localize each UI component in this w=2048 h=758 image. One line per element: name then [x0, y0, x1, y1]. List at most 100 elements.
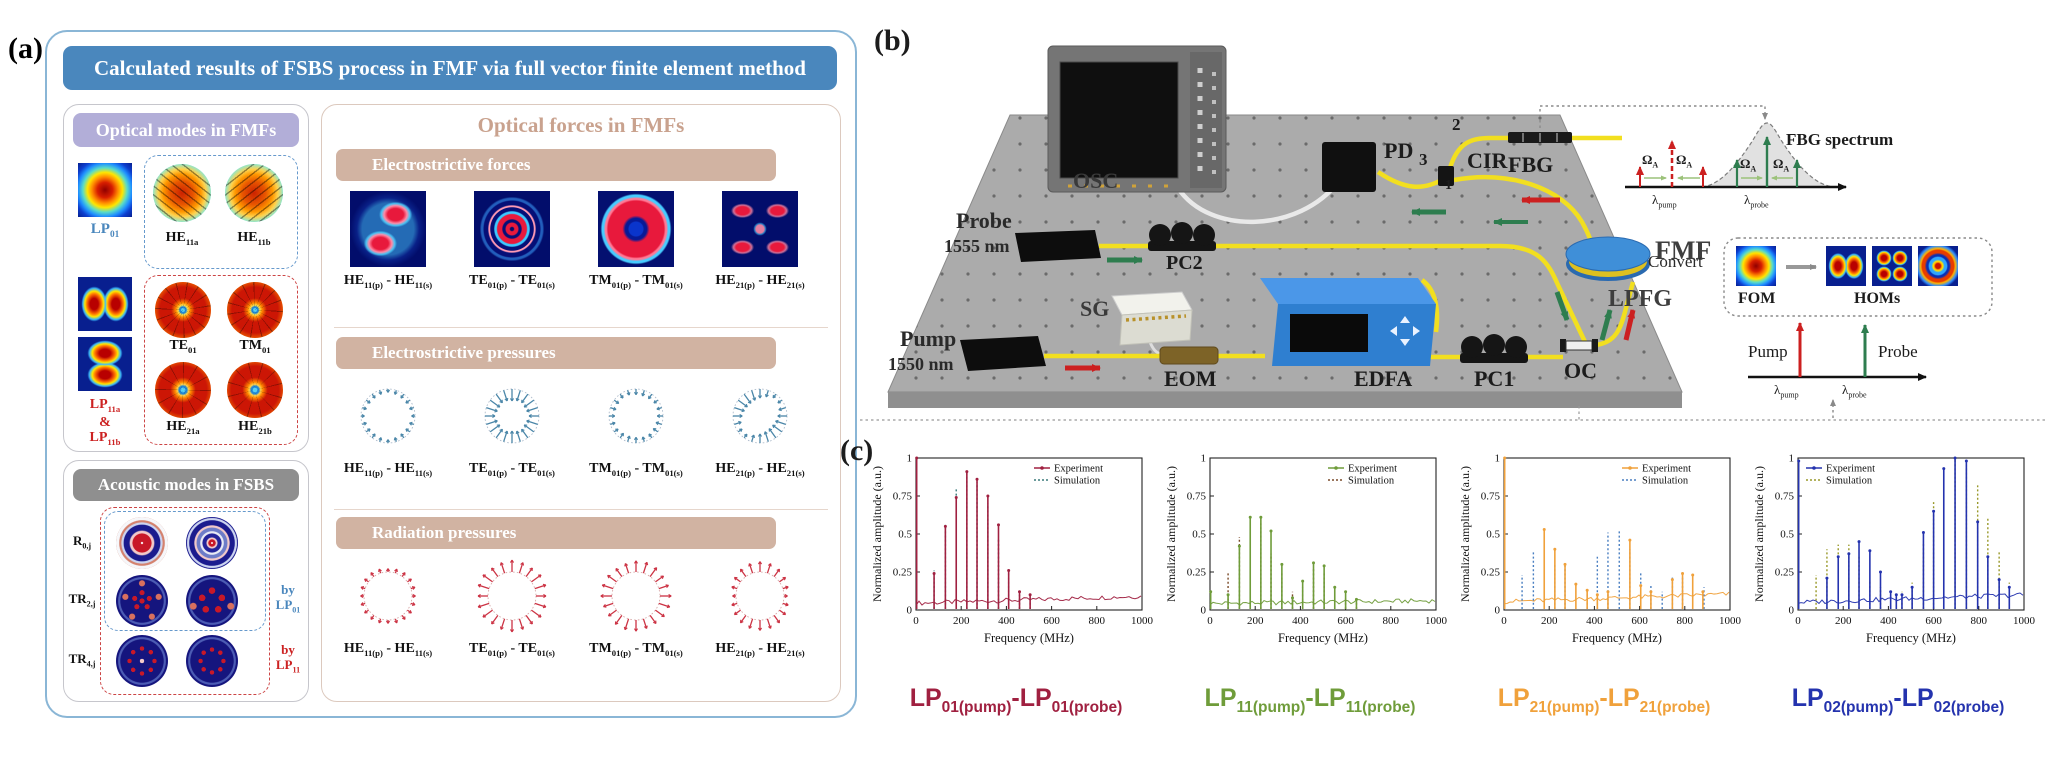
he11a-label: HE11a: [165, 230, 199, 247]
svg-text:1: 1: [907, 453, 913, 465]
spectrum-chart-lp21: 0 200 400 600 800 1000 0 0.25 0.5 0.75 1 Experiment…: [1458, 446, 1750, 756]
svg-text:400: 400: [1586, 615, 1603, 627]
svg-text:0: 0: [1795, 615, 1801, 627]
pump-arrow-label: Pump: [1748, 342, 1788, 361]
svg-text:Normalized amplitude (a.u.): Normalized amplitude (a.u.): [870, 466, 884, 602]
probe-label: Probe: [956, 208, 1012, 233]
omega-a-label: ΩA: [1642, 152, 1659, 170]
svg-text:0.75: 0.75: [1775, 491, 1795, 503]
pair-label: HE11(p) - HE11(s): [343, 641, 433, 658]
panel-c: (c) 0 200 400 600 800 1000 0 0.25 0.5 0.75 1 Experi…: [840, 430, 2048, 758]
edfa-label: EDFA: [1354, 366, 1413, 391]
es-force-image-he11: [350, 191, 426, 267]
he11b-label: HE11b: [237, 230, 271, 247]
homs-label: HOMs: [1854, 290, 1901, 307]
acoustic-modes-box: Acoustic modes in FSBS R0,j TR2,j TR4,j …: [63, 460, 309, 702]
pd-label: PD: [1384, 138, 1414, 163]
svg-text:400: 400: [1880, 615, 1897, 627]
svg-text:0: 0: [1207, 615, 1213, 627]
svg-text:0.75: 0.75: [893, 491, 913, 503]
rad-pressure-diagram-he11: [351, 559, 425, 633]
he11-group-box: HE11a HE11b: [144, 155, 298, 269]
svg-text:600: 600: [1631, 615, 1648, 627]
acoustic-tr2j-image-2: [186, 575, 238, 627]
svg-text:600: 600: [1925, 615, 1942, 627]
optical-modes-header: Optical modes in FMFs: [73, 113, 299, 147]
chart-caption-lp21: LP21(pump)-LP21(probe): [1497, 684, 1711, 716]
es-force-image-tm01: [598, 191, 674, 267]
es-force-image-te01: [474, 191, 550, 267]
electrostrictive-forces-header: Electrostrictive forces: [336, 149, 776, 181]
he21a-mode-image: [155, 362, 211, 418]
svg-text:0: 0: [1789, 605, 1795, 617]
convert-label: Convert: [1648, 252, 1703, 271]
optical-forces-box: Optical forces in FMFs Electrostrictive …: [321, 104, 841, 702]
svg-text:0.5: 0.5: [898, 529, 912, 541]
probe-wavelength-label: 1555 nm: [944, 236, 1010, 256]
svg-text:800: 800: [1677, 615, 1694, 627]
svg-text:200: 200: [953, 615, 970, 627]
svg-text:0.5: 0.5: [1192, 529, 1206, 541]
fbg-label: FBG: [1508, 152, 1554, 177]
pc1-label: PC1: [1474, 366, 1515, 391]
chart-caption-lp11: LP11(pump)-LP11(probe): [1204, 684, 1416, 716]
chart-plot-area: 0 200 400 600 800 1000 0 0.25 0.5 0.75 1 Experiment…: [1164, 446, 1456, 665]
acoustic-red-group-box: [100, 507, 270, 695]
panel-a-label: (a): [8, 32, 43, 65]
svg-text:1000: 1000: [2013, 615, 2036, 627]
tm01-label: TM01: [239, 338, 271, 355]
svg-text:Normalized amplitude (a.u.): Normalized amplitude (a.u.): [1164, 466, 1178, 602]
eom-label: EOM: [1164, 366, 1217, 391]
panel-a: Calculated results of FSBS process in FM…: [45, 30, 857, 718]
svg-text:0.5: 0.5: [1486, 529, 1500, 541]
pair-label: TE01(p) - TE01(s): [469, 461, 555, 478]
chart-plot-area: 0 200 400 600 800 1000 0 0.25 0.5 0.75 1 Experiment…: [870, 446, 1162, 665]
rad-pressure-diagram-he21: [723, 559, 797, 633]
spectrum-chart-lp02: 0 200 400 600 800 1000 0 0.25 0.5 0.75 1 Experiment…: [1752, 446, 2044, 756]
he11a-mode-image: [153, 164, 211, 222]
hom-lp02-image: [1918, 246, 1958, 286]
svg-text:Simulation: Simulation: [1642, 476, 1689, 487]
spectrum-chart-lp11: 0 200 400 600 800 1000 0 0.25 0.5 0.75 1 Experiment…: [1164, 446, 1456, 756]
svg-text:1: 1: [1789, 453, 1795, 465]
chart-caption-lp02: LP02(pump)-LP02(probe): [1791, 684, 2005, 716]
acoustic-blue-group-box: [104, 511, 266, 631]
lambda-pump-axis-label: λpump: [1774, 382, 1799, 400]
lp11b-label: LP11b: [89, 430, 121, 447]
hom-lp11-image: [1826, 246, 1866, 286]
svg-text:Simulation: Simulation: [1054, 476, 1101, 487]
lp11a-mode-image: [78, 277, 132, 331]
svg-text:200: 200: [1247, 615, 1264, 627]
lp11-group-label: LP11a & LP11b: [70, 397, 140, 448]
chart-plot-area: 0 200 400 600 800 1000 0 0.25 0.5 0.75 1 Experiment…: [1458, 446, 1750, 665]
lpfg-label: LPFG: [1608, 286, 1672, 312]
section-divider: [334, 327, 828, 328]
pump-wavelength-label: 1550 nm: [888, 354, 954, 374]
svg-text:Experiment: Experiment: [1826, 464, 1875, 475]
r0j-label: R0,j: [72, 533, 92, 551]
svg-text:1000: 1000: [1425, 615, 1448, 627]
lambda-probe-axis-label: λprobe: [1842, 382, 1867, 400]
svg-text:Normalized amplitude (a.u.): Normalized amplitude (a.u.): [1752, 466, 1766, 602]
svg-text:800: 800: [1089, 615, 1106, 627]
osc-label: OSC: [1073, 168, 1119, 193]
rad-pressure-diagram-tm01: [599, 559, 673, 633]
lp01-label: LP01: [90, 221, 120, 240]
svg-text:Experiment: Experiment: [1348, 464, 1397, 475]
cir-label: CIR: [1467, 148, 1508, 173]
fmf-label: FMF: [1655, 236, 1712, 265]
svg-text:Frequency (MHz): Frequency (MHz): [1866, 631, 1956, 645]
sg-label: SG: [1080, 296, 1110, 321]
es-pressure-diagram-te01: [475, 379, 549, 453]
te01-mode-image: [155, 282, 211, 338]
svg-text:0: 0: [907, 605, 913, 617]
svg-text:400: 400: [1292, 615, 1309, 627]
pair-label: TE01(p) - TE01(s): [469, 273, 555, 290]
pair-label: TM01(p) - TM01(s): [589, 641, 683, 658]
ampersand-label: &: [99, 414, 111, 430]
by-lp01-label: by LP01: [275, 582, 301, 615]
optical-forces-title: Optical forces in FMFs: [477, 113, 685, 137]
lp11b-mode-image: [78, 337, 132, 391]
probe-arrow-label: Probe: [1878, 342, 1918, 361]
es-pressure-diagram-he21: [723, 379, 797, 453]
